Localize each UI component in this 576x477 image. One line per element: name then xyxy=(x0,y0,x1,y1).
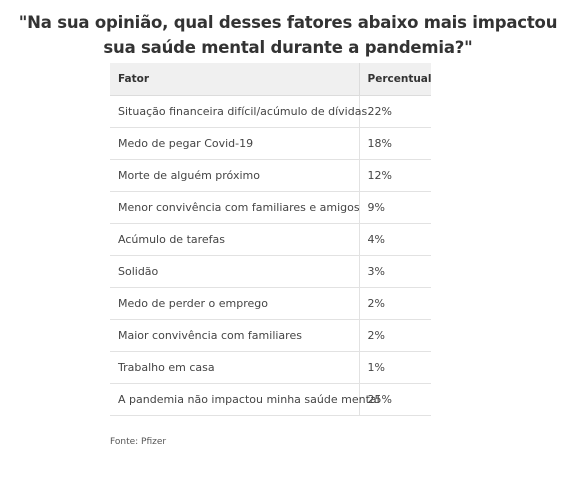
cell-fator: Solidão xyxy=(110,255,359,288)
table-row: Situação financeira difícil/acúmulo de d… xyxy=(110,95,431,128)
page-title: "Na sua opinião, qual desses fatores aba… xyxy=(18,13,558,57)
cell-fator: Medo de perder o emprego xyxy=(110,287,359,320)
table-row: A pandemia não impactou minha saúde ment… xyxy=(110,383,431,416)
cell-fator: Medo de pegar Covid-19 xyxy=(110,127,359,160)
cell-percentual: 9% xyxy=(358,191,431,224)
source-note: Fonte: Pfizer xyxy=(110,437,167,447)
cell-percentual: 2% xyxy=(358,287,431,320)
cell-percentual: 1% xyxy=(358,351,431,384)
cell-fator: Situação financeira difícil/acúmulo de d… xyxy=(110,95,367,128)
data-table: Fator Percentual Situação financeira dif… xyxy=(110,63,432,416)
cell-fator: Morte de alguém próximo xyxy=(110,159,359,192)
table-row: Trabalho em casa 1% xyxy=(110,351,431,384)
column-header-percentual: Percentual xyxy=(358,63,432,96)
table-row: Acúmulo de tarefas 4% xyxy=(110,223,431,256)
cell-percentual: 3% xyxy=(358,255,431,288)
table-header: Fator Percentual xyxy=(110,63,432,96)
cell-fator: Menor convivência com familiares e amigo… xyxy=(110,191,360,224)
table-row: Menor convivência com familiares e amigo… xyxy=(110,191,431,224)
cell-percentual: 4% xyxy=(358,223,431,256)
cell-percentual: 22% xyxy=(358,95,431,128)
cell-percentual: 2% xyxy=(358,319,431,352)
table-row: Medo de pegar Covid-19 18% xyxy=(110,127,431,160)
cell-fator: Trabalho em casa xyxy=(110,351,359,384)
table-row: Morte de alguém próximo 12% xyxy=(110,159,431,192)
cell-fator: Maior convivência com familiares xyxy=(110,319,359,352)
table-row: Maior convivência com familiares 2% xyxy=(110,319,431,352)
cell-fator: Acúmulo de tarefas xyxy=(110,223,359,256)
table-header-row: Fator Percentual xyxy=(110,63,432,96)
table-body: Situação financeira difícil/acúmulo de d… xyxy=(110,95,431,416)
table-row: Medo de perder o emprego 2% xyxy=(110,287,431,320)
data-table-container: Fator Percentual Situação financeira dif… xyxy=(110,63,432,416)
cell-fator: A pandemia não impactou minha saúde ment… xyxy=(110,383,380,416)
cell-percentual: 12% xyxy=(358,159,431,192)
cell-percentual: 25% xyxy=(358,383,431,416)
cell-percentual: 18% xyxy=(358,127,431,160)
column-header-fator: Fator xyxy=(110,63,359,96)
table-row: Solidão 3% xyxy=(110,255,431,288)
